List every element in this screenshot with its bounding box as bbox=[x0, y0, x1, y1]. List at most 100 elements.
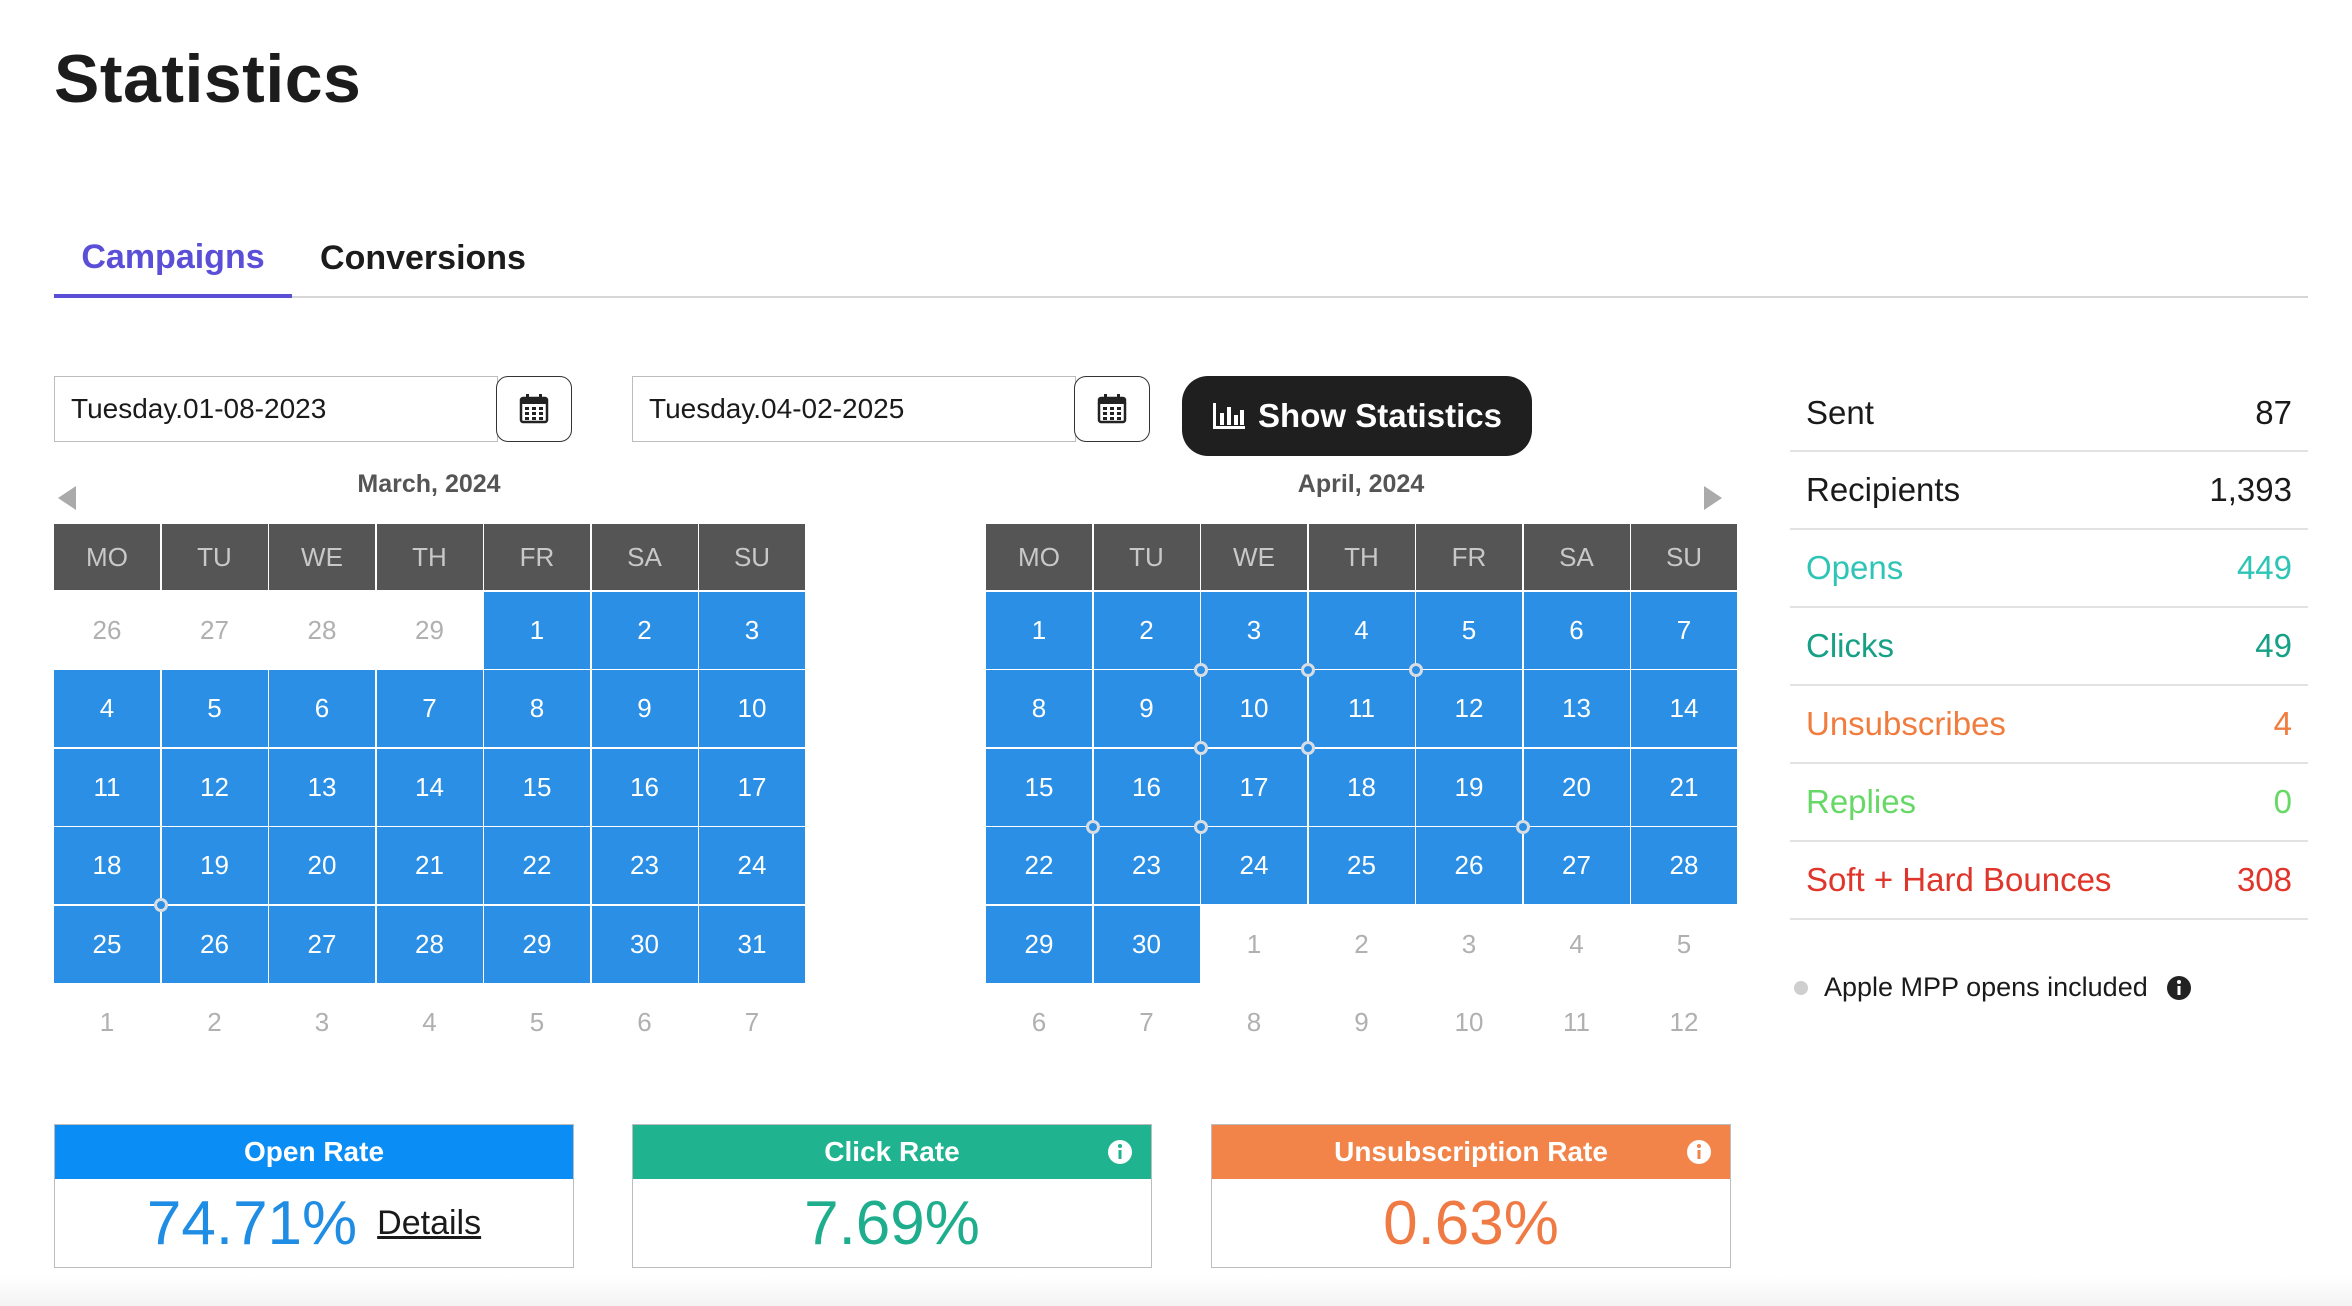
calendar-day[interactable]: 16 bbox=[591, 748, 698, 826]
calendar-day[interactable]: 3 bbox=[1201, 591, 1315, 677]
calendar-day[interactable]: 13 bbox=[269, 748, 375, 826]
end-date-input[interactable] bbox=[632, 376, 1076, 442]
calendar-day-number: 29 bbox=[522, 928, 552, 959]
calendar-day[interactable]: 25 bbox=[54, 905, 160, 983]
calendar-day[interactable]: 20 bbox=[269, 827, 375, 904]
calendar-day[interactable]: 30 bbox=[591, 905, 698, 983]
tab-campaigns[interactable]: Campaigns bbox=[54, 220, 292, 298]
open-rate-label: Open Rate bbox=[243, 1136, 385, 1167]
calendar-day[interactable]: 27 bbox=[269, 905, 375, 983]
calendar-day[interactable]: 13 bbox=[1523, 670, 1630, 747]
click-rate-label: Click Rate bbox=[824, 1136, 960, 1167]
calendar-day[interactable]: 9 bbox=[1093, 670, 1208, 755]
calendar-day[interactable]: 28 bbox=[376, 905, 483, 983]
start-calendar-button[interactable] bbox=[496, 376, 572, 442]
calendar-day[interactable]: 29 bbox=[986, 905, 1092, 983]
calendar-day[interactable]: 15 bbox=[986, 748, 1100, 834]
info-icon[interactable] bbox=[1686, 1139, 1712, 1165]
details-link[interactable]: Details bbox=[377, 1203, 482, 1242]
calendar-day-number: 9 bbox=[637, 693, 652, 723]
calendar-day[interactable]: 18 bbox=[54, 827, 168, 912]
calendar-day-number: 16 bbox=[630, 771, 659, 802]
calendar-day[interactable]: 22 bbox=[484, 827, 590, 904]
calendar-day[interactable]: 20 bbox=[1523, 748, 1630, 826]
calendar-day-number: 8 bbox=[529, 693, 545, 723]
calendar-day-number: 7 bbox=[1139, 1007, 1154, 1037]
calendar-day[interactable]: 6 bbox=[1523, 591, 1630, 669]
calendar-day[interactable]: 11 bbox=[1308, 670, 1415, 747]
calendar-day[interactable]: 26 bbox=[1416, 827, 1522, 904]
calendar-day[interactable]: 12 bbox=[1416, 670, 1522, 747]
next-month-arrow-icon[interactable] bbox=[1704, 486, 1722, 510]
calendar-day[interactable]: 23 bbox=[1093, 827, 1200, 904]
calendar-day[interactable]: 28 bbox=[1631, 827, 1737, 904]
calendar-day[interactable]: 23 bbox=[591, 827, 698, 904]
calendar-day[interactable]: 26 bbox=[161, 905, 268, 983]
calendar-day[interactable]: 24 bbox=[1201, 827, 1307, 904]
calendar-day[interactable]: 10 bbox=[699, 670, 805, 747]
calendar-day[interactable]: 14 bbox=[376, 748, 483, 826]
calendar-day[interactable]: 1 bbox=[986, 591, 1092, 669]
calendar-day-number: 23 bbox=[1132, 850, 1161, 880]
calendar-day[interactable]: 22 bbox=[986, 827, 1092, 904]
calendar-day[interactable]: 9 bbox=[591, 670, 698, 747]
calendar-day-number: 24 bbox=[737, 850, 767, 880]
calendar-day-number: 2 bbox=[207, 1007, 222, 1037]
calendar-day[interactable]: 19 bbox=[1416, 748, 1530, 834]
calendar-day[interactable]: 31 bbox=[699, 905, 805, 983]
campaign-marker-icon bbox=[1193, 662, 1208, 677]
calendar-day[interactable]: 7 bbox=[1631, 591, 1737, 669]
weekday-header: TU bbox=[1093, 524, 1200, 590]
info-icon[interactable] bbox=[1107, 1139, 1133, 1165]
calendar-day-number: 28 bbox=[307, 614, 337, 645]
calendar-day-number: 4 bbox=[1569, 928, 1584, 959]
calendar-day[interactable]: 27 bbox=[1523, 827, 1630, 904]
calendar-day[interactable]: 12 bbox=[161, 748, 268, 826]
calendar-day[interactable]: 11 bbox=[54, 748, 160, 826]
end-calendar-button[interactable] bbox=[1074, 376, 1150, 442]
calendar-day[interactable]: 2 bbox=[591, 591, 698, 669]
calendar-day[interactable]: 7 bbox=[376, 670, 483, 747]
calendar-day[interactable]: 24 bbox=[699, 827, 805, 904]
calendar-day[interactable]: 10 bbox=[1201, 670, 1315, 755]
calendar-day[interactable]: 5 bbox=[161, 670, 268, 747]
calendar-day-number: 5 bbox=[1461, 614, 1477, 645]
prev-month-arrow-icon[interactable] bbox=[58, 486, 76, 510]
calendar-day[interactable]: 5 bbox=[1416, 591, 1522, 669]
tab-conversions[interactable]: Conversions bbox=[320, 238, 526, 277]
info-icon[interactable] bbox=[2166, 975, 2192, 1001]
calendar-day[interactable]: 25 bbox=[1308, 827, 1415, 904]
calendar-day[interactable]: 4 bbox=[54, 670, 160, 747]
calendar-day[interactable]: 30 bbox=[1093, 905, 1200, 983]
calendar-day[interactable]: 17 bbox=[699, 748, 805, 826]
calendar-day[interactable]: 17 bbox=[1201, 748, 1307, 826]
calendar-day[interactable]: 21 bbox=[376, 827, 483, 904]
calendar-day[interactable]: 4 bbox=[1308, 591, 1423, 677]
calendar-day[interactable]: 21 bbox=[1631, 748, 1737, 826]
calendar-day[interactable]: 2 bbox=[1093, 591, 1208, 677]
calendar-day[interactable]: 1 bbox=[484, 591, 590, 669]
calendar-day[interactable]: 18 bbox=[1308, 748, 1415, 826]
calendar-day-number: 11 bbox=[1348, 693, 1375, 723]
calendar-day-outside: 2 bbox=[161, 984, 268, 1061]
calendar-day[interactable]: 15 bbox=[484, 748, 590, 826]
calendar-day[interactable]: 3 bbox=[699, 591, 805, 669]
calendar-day[interactable]: 6 bbox=[269, 670, 375, 747]
calendar-day-number: 10 bbox=[1239, 693, 1269, 723]
mpp-note: Apple MPP opens included bbox=[1794, 972, 2192, 1003]
calendar-day[interactable]: 19 bbox=[161, 827, 268, 904]
calendar-day-outside: 5 bbox=[484, 984, 590, 1061]
stat-label: Opens bbox=[1806, 549, 1904, 586]
calendar-day-number: 2 bbox=[1354, 928, 1369, 959]
stat-row: Clicks 49 bbox=[1790, 608, 2308, 686]
calendar-day[interactable]: 8 bbox=[986, 670, 1092, 747]
show-statistics-button[interactable]: Show Statistics bbox=[1182, 376, 1532, 456]
calendar-day[interactable]: 16 bbox=[1093, 748, 1208, 834]
calendar-day-outside: 27 bbox=[161, 591, 268, 669]
campaign-marker-icon bbox=[1193, 819, 1208, 834]
start-date-input[interactable] bbox=[54, 376, 498, 442]
calendar-day[interactable]: 14 bbox=[1631, 670, 1737, 747]
calendar-day-number: 3 bbox=[314, 1007, 330, 1037]
calendar-day[interactable]: 29 bbox=[484, 905, 590, 983]
calendar-day[interactable]: 8 bbox=[484, 670, 590, 747]
